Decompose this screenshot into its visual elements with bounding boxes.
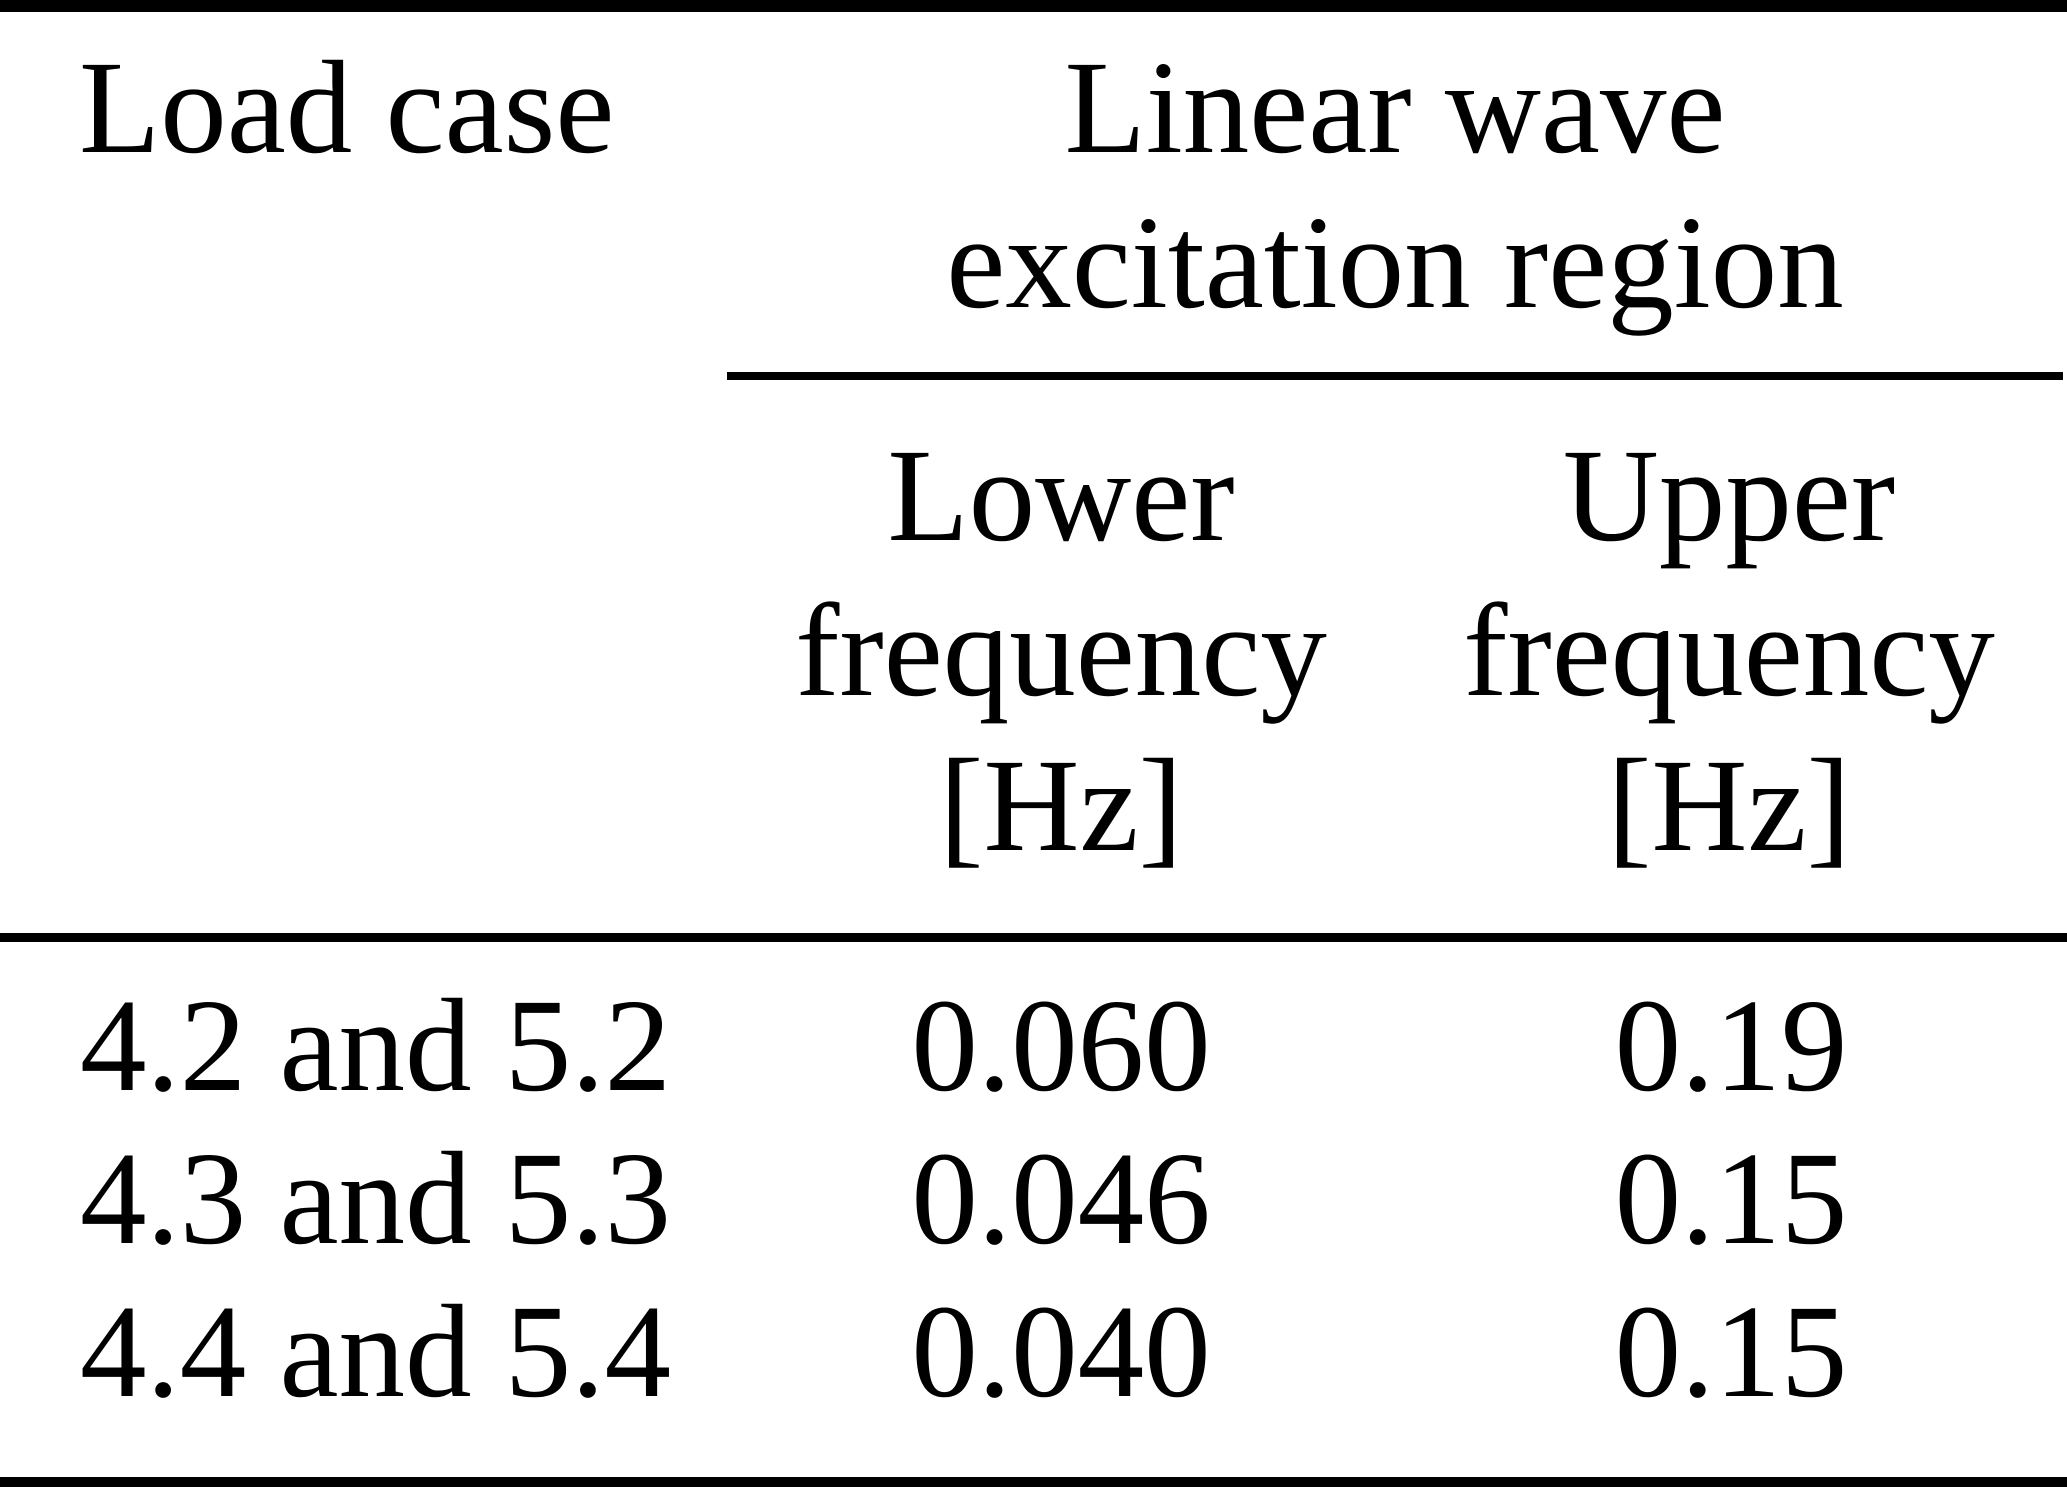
lower-frequency-value: 0.046 [911, 1124, 1211, 1272]
column-header-load-case: Load case [79, 33, 615, 181]
upper-frequency-value: 0.15 [1614, 1277, 1848, 1425]
upper-frequency-unit: [Hz] [1607, 731, 1851, 879]
upper-frequency-value: 0.15 [1614, 1124, 1848, 1272]
column-header-upper-frequency: Upper frequency [Hz] [1395, 418, 2063, 883]
column-group-header-linear-wave: Linear wave excitation region [727, 30, 2063, 340]
upper-frequency-line-1: Upper [1562, 421, 1896, 569]
load-case-value: 4.3 and 5.3 [80, 1124, 672, 1272]
load-case-value: 4.2 and 5.2 [80, 971, 672, 1119]
upper-frequency-line-2: frequency [1463, 576, 1995, 724]
table-mid-rule [0, 933, 2067, 942]
table-row: 4.2 and 5.2 0.060 0.19 [0, 969, 2067, 1122]
table-top-rule [0, 0, 2067, 12]
load-case-value: 4.4 and 5.4 [80, 1277, 672, 1425]
group-header-line-2: excitation region [946, 188, 1844, 336]
table-row: 4.4 and 5.4 0.040 0.15 [0, 1275, 2067, 1428]
upper-frequency-value: 0.19 [1614, 971, 1848, 1119]
table-bottom-rule [0, 1477, 2067, 1487]
table-row: 4.3 and 5.3 0.046 0.15 [0, 1122, 2067, 1275]
group-header-line-1: Linear wave [1064, 33, 1726, 181]
column-header-lower-frequency: Lower frequency [Hz] [727, 418, 1395, 883]
lower-frequency-unit: [Hz] [939, 731, 1183, 879]
group-header-underline-rule [727, 372, 2063, 380]
lower-frequency-value: 0.040 [911, 1277, 1211, 1425]
lower-frequency-value: 0.060 [911, 971, 1211, 1119]
lower-frequency-line-2: frequency [795, 576, 1327, 724]
lower-frequency-line-1: Lower [887, 421, 1235, 569]
